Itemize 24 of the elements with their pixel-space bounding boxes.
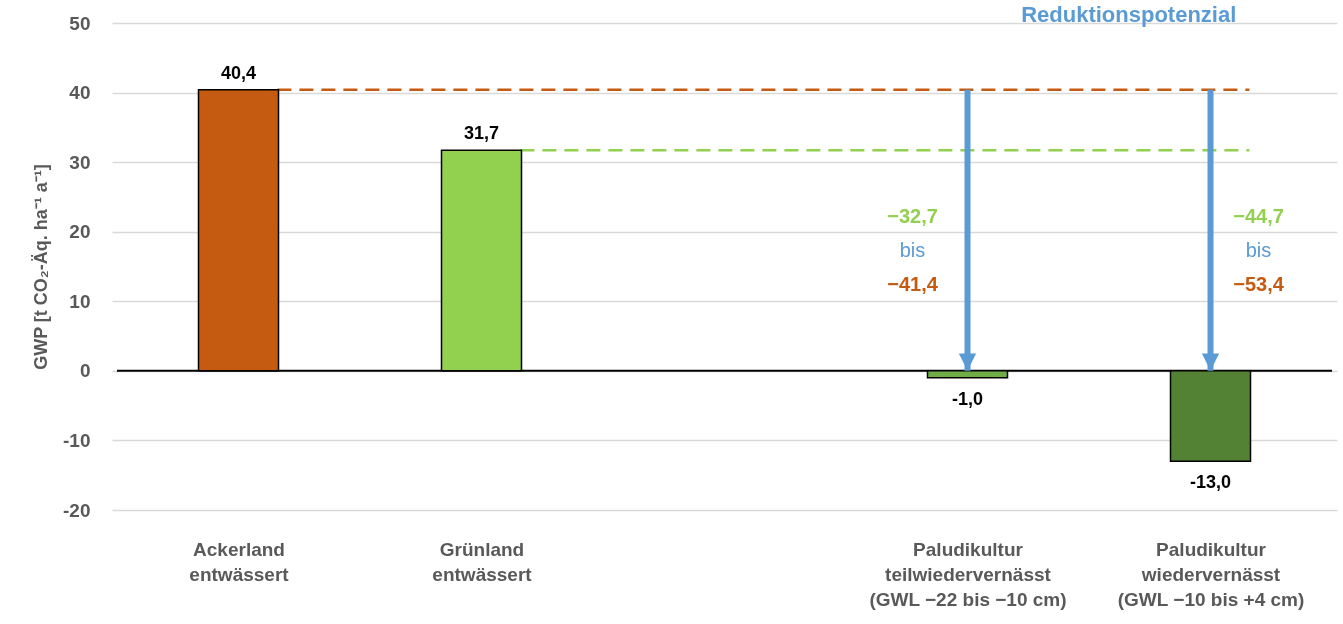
y-tick-label: 50	[69, 12, 91, 34]
data-label: 31,7	[463, 123, 500, 144]
x-tick-label: Paludikultur teilwiedervernässt (GWL −22 bis −10 cm)	[869, 538, 1067, 610]
data-label: -13,0	[1189, 472, 1232, 493]
y-tick-label: 10	[69, 290, 91, 312]
y-tick-label: 20	[69, 221, 91, 243]
annotation: Reduktionspotenzial	[1021, 2, 1237, 27]
y-tick-label: 40	[69, 82, 91, 104]
x-tick-label: Grünland entwässert	[432, 538, 533, 585]
y-tick-label: 0	[79, 360, 91, 382]
y-axis-title: GWP [t CO₂-Äq. ha⁻¹ a⁻¹]	[31, 164, 52, 370]
data-label: 40,4	[220, 62, 257, 83]
annotation: bis	[1245, 238, 1272, 261]
annotation: −32,7	[887, 204, 938, 227]
annotation: −44,7	[1233, 204, 1284, 227]
y-tick-label: -10	[63, 429, 91, 451]
x-tick-label: Paludikultur wiedervernässt (GWL −10 bis +4 cm)	[1117, 538, 1305, 610]
x-tick-label: Ackerland entwässert	[189, 538, 290, 585]
data-label: -1,0	[951, 388, 984, 409]
y-tick-label: 30	[69, 151, 91, 173]
annotation: −53,4	[1233, 272, 1285, 295]
annotation: bis	[899, 238, 926, 261]
annotation: −41,4	[887, 272, 939, 295]
y-tick-label: -20	[63, 499, 91, 521]
